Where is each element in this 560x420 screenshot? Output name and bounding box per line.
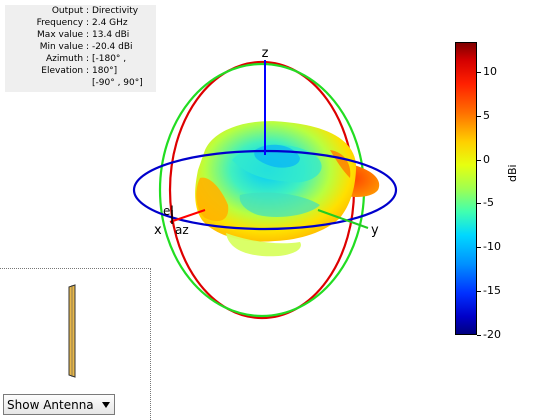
colorbar-tick-label: -15: [483, 284, 501, 298]
info-label: Max value :: [37, 30, 89, 40]
colorbar-tick: [477, 291, 481, 293]
colorbar-tick-label: -5: [483, 196, 494, 210]
info-value: [-90° , 90°]: [92, 78, 143, 88]
info-row-frequency: Frequency : 2.4 GHz: [5, 17, 156, 29]
y-axis-line: [317, 209, 369, 229]
colorbar-tick: [477, 335, 481, 336]
colorbar-tick-label: -20: [483, 328, 501, 341]
info-row-elevation: Elevation : 180°]: [5, 65, 156, 77]
colorbar-unit-label: dBi: [506, 164, 519, 182]
y-axis-label: y: [371, 223, 379, 238]
info-value: 2.4 GHz: [92, 18, 128, 28]
chevron-down-icon: [102, 402, 110, 408]
x-axis-label: x: [154, 223, 162, 238]
info-label: Output :: [51, 6, 89, 16]
info-row-max: Max value : 13.4 dBi: [5, 29, 156, 41]
colorbar-tick-label: 0: [483, 152, 490, 166]
info-label: Elevation :: [41, 66, 89, 76]
show-antenna-label: Show Antenna: [7, 397, 94, 412]
info-value: -20.4 dBi: [92, 42, 133, 52]
azimuth-label: az: [175, 223, 189, 237]
colorbar-tick: [477, 247, 481, 249]
colorbar-tick: [477, 71, 481, 73]
info-label: Azimuth :: [46, 54, 89, 64]
radiation-lobe: [195, 121, 380, 257]
info-value: Directivity: [92, 6, 139, 16]
info-value: [-180° ,: [92, 54, 127, 64]
elevation-label: el: [163, 204, 174, 218]
colorbar-tick-label: 10: [483, 64, 497, 78]
info-label: Min value :: [39, 42, 89, 52]
info-value: 13.4 dBi: [92, 30, 130, 40]
colorbar-tick: [477, 115, 481, 117]
colorbar-tick: [477, 203, 481, 205]
z-axis-label: z: [262, 46, 269, 61]
x-axis-line: [169, 209, 206, 223]
colorbar-tick-label: 5: [483, 108, 490, 122]
colorbar-tick-label: -10: [483, 240, 501, 254]
info-value: 180°]: [92, 66, 118, 76]
info-label: Frequency :: [36, 18, 89, 28]
info-row-azimuth: Azimuth : [-180° ,: [5, 53, 156, 65]
info-row-elevation-range: [-90° , 90°]: [5, 77, 156, 89]
info-panel: Output : Directivity Frequency : 2.4 GHz…: [5, 5, 156, 92]
info-row-output: Output : Directivity: [5, 5, 156, 17]
antenna-preview-panel: [0, 268, 151, 420]
info-row-min: Min value : -20.4 dBi: [5, 41, 156, 53]
dipole-antenna-icon: [68, 284, 76, 378]
colorbar: [455, 42, 477, 335]
show-antenna-dropdown[interactable]: Show Antenna: [3, 394, 115, 415]
colorbar-tick: [477, 159, 481, 161]
